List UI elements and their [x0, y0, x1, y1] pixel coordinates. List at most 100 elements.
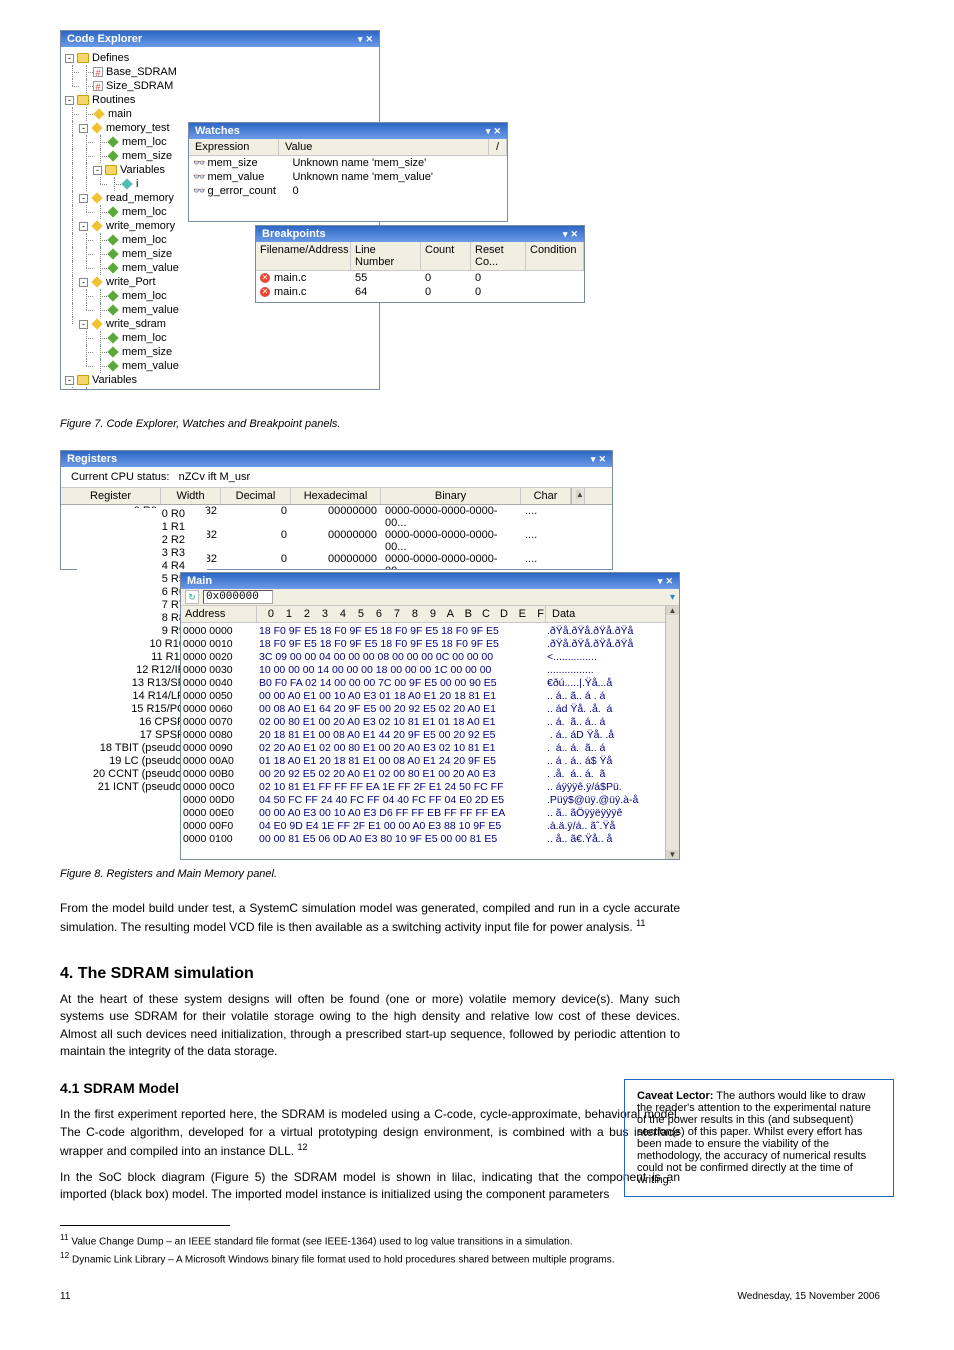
- tree-node[interactable]: mem_value: [122, 304, 179, 316]
- hex-row[interactable]: 0000 00D004 50 FC FF 24 40 FC FF 04 40 F…: [183, 794, 663, 807]
- reg-col-width[interactable]: Width: [161, 488, 221, 504]
- hex-row[interactable]: 0000 008020 18 81 E1 00 08 A0 E1 44 20 9…: [183, 729, 663, 742]
- hex-row[interactable]: 0000 00C002 10 81 E1 FF FF FF EA 1E FF 2…: [183, 781, 663, 794]
- hex-row[interactable]: 0000 007002 00 80 E1 00 20 A0 E3 02 10 8…: [183, 716, 663, 729]
- breakpoint-row[interactable]: ✕main.c6400: [256, 285, 584, 299]
- scroll-up-icon[interactable]: ▲: [576, 490, 580, 499]
- tree-node[interactable]: Size_SDRAM: [106, 80, 173, 92]
- hex-row[interactable]: 0000 001018 F0 9F E5 18 F0 9F E5 18 F0 9…: [183, 638, 663, 651]
- main-byte-col[interactable]: C: [473, 606, 491, 622]
- hex-row[interactable]: 0000 003010 00 00 00 14 00 00 00 18 00 0…: [183, 664, 663, 677]
- bp-col-file[interactable]: Filename/Address: [256, 242, 351, 270]
- hex-row[interactable]: 0000 00F004 E0 9D E4 1E FF 2F E1 00 00 A…: [183, 820, 663, 833]
- expand-icon[interactable]: -: [79, 124, 88, 133]
- dropdown-icon[interactable]: ▾: [563, 229, 568, 239]
- hex-row[interactable]: 0000 006000 08 A0 E1 64 20 9F E5 00 20 9…: [183, 703, 663, 716]
- watch-row[interactable]: 👓mem_sizeUnknown name 'mem_size': [189, 156, 507, 170]
- hex-row[interactable]: 0000 0040B0 F0 FA 02 14 00 00 00 7C 00 9…: [183, 677, 663, 690]
- hex-row[interactable]: 0000 010000 00 81 E5 06 0D A0 E3 80 10 9…: [183, 833, 663, 846]
- main-header[interactable]: Main ▾✕: [181, 573, 679, 589]
- dropdown-icon[interactable]: ▾: [658, 576, 663, 586]
- main-col-address[interactable]: Address: [181, 606, 257, 622]
- main-byte-col[interactable]: 8: [401, 606, 419, 622]
- bp-col-line[interactable]: Line Number: [351, 242, 421, 270]
- watches-col-expr[interactable]: Expression: [189, 139, 279, 155]
- tree-node[interactable]: mem_loc: [122, 290, 167, 302]
- main-scrollbar[interactable]: ▲ ▼: [665, 606, 679, 859]
- register-row[interactable]: 2 R2: [77, 534, 207, 547]
- bp-col-cond[interactable]: Condition: [526, 242, 584, 270]
- tree-node[interactable]: mem_size: [122, 346, 172, 358]
- main-byte-col[interactable]: 6: [365, 606, 383, 622]
- main-byte-col[interactable]: 7: [383, 606, 401, 622]
- tree-node[interactable]: i: [136, 178, 138, 190]
- main-byte-col[interactable]: 5: [347, 606, 365, 622]
- tree-node[interactable]: mem_size: [122, 248, 172, 260]
- tree-node[interactable]: memory_test: [106, 122, 170, 134]
- tree-node[interactable]: write_sdram: [106, 318, 166, 330]
- panel-controls[interactable]: ▾✕: [655, 575, 673, 587]
- hex-row[interactable]: 0000 00E000 00 A0 E3 00 10 A0 E3 D6 FF F…: [183, 807, 663, 820]
- hex-row[interactable]: 0000 000018 F0 9F E5 18 F0 9F E5 18 F0 9…: [183, 625, 663, 638]
- main-byte-col[interactable]: D: [491, 606, 509, 622]
- dropdown-icon[interactable]: ▾: [358, 34, 363, 44]
- close-icon[interactable]: ✕: [365, 34, 373, 44]
- code-explorer-header[interactable]: Code Explorer ▾✕: [61, 31, 379, 47]
- main-byte-col[interactable]: A: [437, 606, 455, 622]
- main-byte-col[interactable]: 3: [311, 606, 329, 622]
- hex-row[interactable]: 0000 00A001 18 A0 E1 20 18 81 E1 00 08 A…: [183, 755, 663, 768]
- main-byte-col[interactable]: 4: [329, 606, 347, 622]
- reg-col-hex[interactable]: Hexadecimal: [291, 488, 381, 504]
- main-byte-col[interactable]: E: [509, 606, 527, 622]
- main-byte-col[interactable]: B: [455, 606, 473, 622]
- tree-node[interactable]: Defines: [92, 52, 129, 64]
- tree-node[interactable]: mem_size: [122, 150, 172, 162]
- watch-row[interactable]: 👓mem_valueUnknown name 'mem_value': [189, 170, 507, 184]
- reg-col-char[interactable]: Char: [521, 488, 571, 504]
- tree-node[interactable]: write_memory: [106, 220, 175, 232]
- registers-header[interactable]: Registers ▾✕: [61, 451, 612, 467]
- close-icon[interactable]: ✕: [598, 454, 606, 464]
- main-byte-col[interactable]: 9: [419, 606, 437, 622]
- tree-node[interactable]: write_Port: [106, 276, 156, 288]
- tree-node[interactable]: main: [108, 108, 132, 120]
- tree-node[interactable]: mem_value: [122, 262, 179, 274]
- bp-col-reset[interactable]: Reset Co...: [471, 242, 526, 270]
- scroll-down-icon[interactable]: ▾: [670, 592, 675, 603]
- footnote-ref-12[interactable]: 12: [297, 1142, 307, 1152]
- reg-col-bin[interactable]: Binary: [381, 488, 521, 504]
- close-icon[interactable]: ✕: [493, 126, 501, 136]
- register-row[interactable]: 0 R0: [77, 508, 207, 521]
- tree-node[interactable]: mem_loc: [122, 234, 167, 246]
- tree-node[interactable]: read_memory: [106, 192, 174, 204]
- hex-row[interactable]: 0000 00203C 09 00 00 04 00 00 00 08 00 0…: [183, 651, 663, 664]
- main-byte-col[interactable]: 0: [257, 606, 275, 622]
- close-icon[interactable]: ✕: [570, 229, 578, 239]
- close-icon[interactable]: ✕: [665, 576, 673, 586]
- expand-icon[interactable]: -: [79, 320, 88, 329]
- scroll-down-icon[interactable]: ▼: [666, 850, 679, 859]
- dropdown-icon[interactable]: ▾: [591, 454, 596, 464]
- breakpoints-header[interactable]: Breakpoints ▾✕: [256, 226, 584, 242]
- watches-col-value[interactable]: Value: [279, 139, 489, 155]
- tree-node[interactable]: mem_loc: [122, 332, 167, 344]
- watches-col-extra[interactable]: /: [489, 139, 507, 155]
- panel-controls[interactable]: ▾✕: [588, 453, 606, 465]
- expand-icon[interactable]: -: [65, 54, 74, 63]
- tree-node[interactable]: Base_SDRAM: [106, 66, 177, 78]
- tree-node[interactable]: Routines: [92, 94, 135, 106]
- tree-node[interactable]: mem_loc: [122, 206, 167, 218]
- refresh-icon[interactable]: ↻: [185, 590, 199, 604]
- panel-controls[interactable]: ▾✕: [355, 33, 373, 45]
- expand-icon[interactable]: -: [65, 96, 74, 105]
- address-input[interactable]: [203, 590, 273, 604]
- expand-icon[interactable]: -: [79, 194, 88, 203]
- main-byte-col[interactable]: 1: [275, 606, 293, 622]
- tree-node[interactable]: mem_loc: [122, 136, 167, 148]
- tree-node[interactable]: Variables: [120, 164, 165, 176]
- bp-col-count[interactable]: Count: [421, 242, 471, 270]
- tree-node[interactable]: g_error_count: [108, 388, 177, 389]
- panel-controls[interactable]: ▾✕: [560, 228, 578, 240]
- reg-col-dec[interactable]: Decimal: [221, 488, 291, 504]
- watch-row[interactable]: 👓g_error_count0: [189, 184, 507, 198]
